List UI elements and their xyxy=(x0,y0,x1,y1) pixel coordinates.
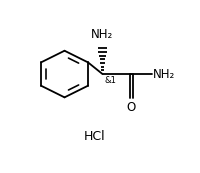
Text: NH₂: NH₂ xyxy=(91,28,114,41)
Text: NH₂: NH₂ xyxy=(153,67,175,81)
Text: &1: &1 xyxy=(105,76,117,85)
Text: HCl: HCl xyxy=(84,130,106,143)
Text: O: O xyxy=(127,101,136,114)
